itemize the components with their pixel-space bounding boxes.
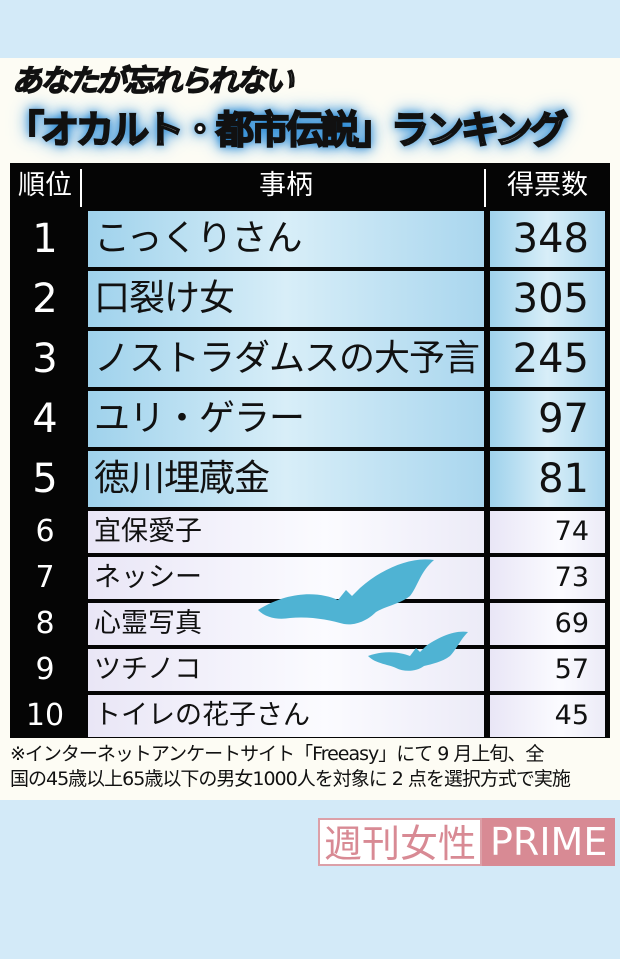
item-cell: ノストラダムスの大予言: [88, 331, 484, 387]
votes-cell: 74: [490, 511, 605, 553]
header-divider: [80, 169, 82, 207]
table-row: 1 こっくりさん 348: [10, 209, 610, 269]
votes-cell: 81: [490, 451, 605, 507]
table-row: 8 心霊写真 69: [10, 601, 610, 647]
item-cell: 心霊写真: [88, 603, 484, 645]
rank-cell: 9: [35, 652, 55, 687]
item-cell: ユリ・ゲラー: [88, 391, 484, 447]
title-line-2: 「オカルト・都市伝説」ランキング: [5, 107, 569, 153]
header-item: 事柄: [259, 170, 313, 201]
rank-cell: 3: [32, 336, 58, 382]
rank-cell: 1: [32, 216, 58, 262]
item-cell: ツチノコ: [88, 649, 484, 691]
votes-cell: 73: [490, 557, 605, 599]
table-row: 7 ネッシー 73: [10, 555, 610, 601]
rank-cell: 8: [35, 606, 55, 641]
item-cell: ネッシー: [88, 557, 484, 599]
item-cell: こっくりさん: [88, 211, 484, 267]
item-cell: 口裂け女: [88, 271, 484, 327]
note-line-1: ※インターネットアンケートサイト「Freeasy」にて 9 月上旬、全: [10, 743, 544, 765]
header-rank: 順位: [18, 170, 72, 201]
header-votes: 得票数: [507, 170, 588, 201]
title-line-1: あなたが忘れられない: [11, 63, 295, 100]
votes-cell: 305: [490, 271, 605, 327]
votes-cell: 69: [490, 603, 605, 645]
votes-cell: 348: [490, 211, 605, 267]
item-cell: トイレの花子さん: [88, 695, 484, 737]
survey-note: ※インターネットアンケートサイト「Freeasy」にて 9 月上旬、全 国の45…: [10, 742, 615, 792]
table-row: 3 ノストラダムスの大予言 245: [10, 329, 610, 389]
votes-cell: 245: [490, 331, 605, 387]
votes-cell: 57: [490, 649, 605, 691]
rank-cell: 5: [32, 456, 58, 502]
header-divider: [484, 169, 486, 207]
votes-cell: 45: [490, 695, 605, 737]
table-row: 9 ツチノコ 57: [10, 647, 610, 693]
publisher-logo: 週刊女性 PRIME: [318, 818, 616, 866]
rank-cell: 4: [32, 396, 58, 442]
ranking-table: 順位 事柄 得票数 1 こっくりさん 348 2 口裂け女 305 3 ノストラダムスの大予言…: [10, 163, 610, 738]
item-cell: 徳川埋蔵金: [88, 451, 484, 507]
logo-part-2: PRIME: [482, 818, 616, 866]
table-row: 5 徳川埋蔵金 81: [10, 449, 610, 509]
table-row: 4 ユリ・ゲラー 97: [10, 389, 610, 449]
rank-cell: 2: [32, 276, 58, 322]
note-line-2: 国の45歳以上65歳以下の男女1000人を対象に 2 点を選択方式で実施: [10, 768, 571, 790]
rank-cell: 6: [35, 514, 55, 549]
table-row: 10 トイレの花子さん 45: [10, 693, 610, 739]
logo-part-1: 週刊女性: [318, 818, 483, 866]
table-row: 6 宜保愛子 74: [10, 509, 610, 555]
rank-cell: 10: [25, 698, 65, 733]
rank-cell: 7: [35, 560, 55, 595]
table-row: 2 口裂け女 305: [10, 269, 610, 329]
votes-cell: 97: [490, 391, 605, 447]
item-cell: 宜保愛子: [88, 511, 484, 553]
